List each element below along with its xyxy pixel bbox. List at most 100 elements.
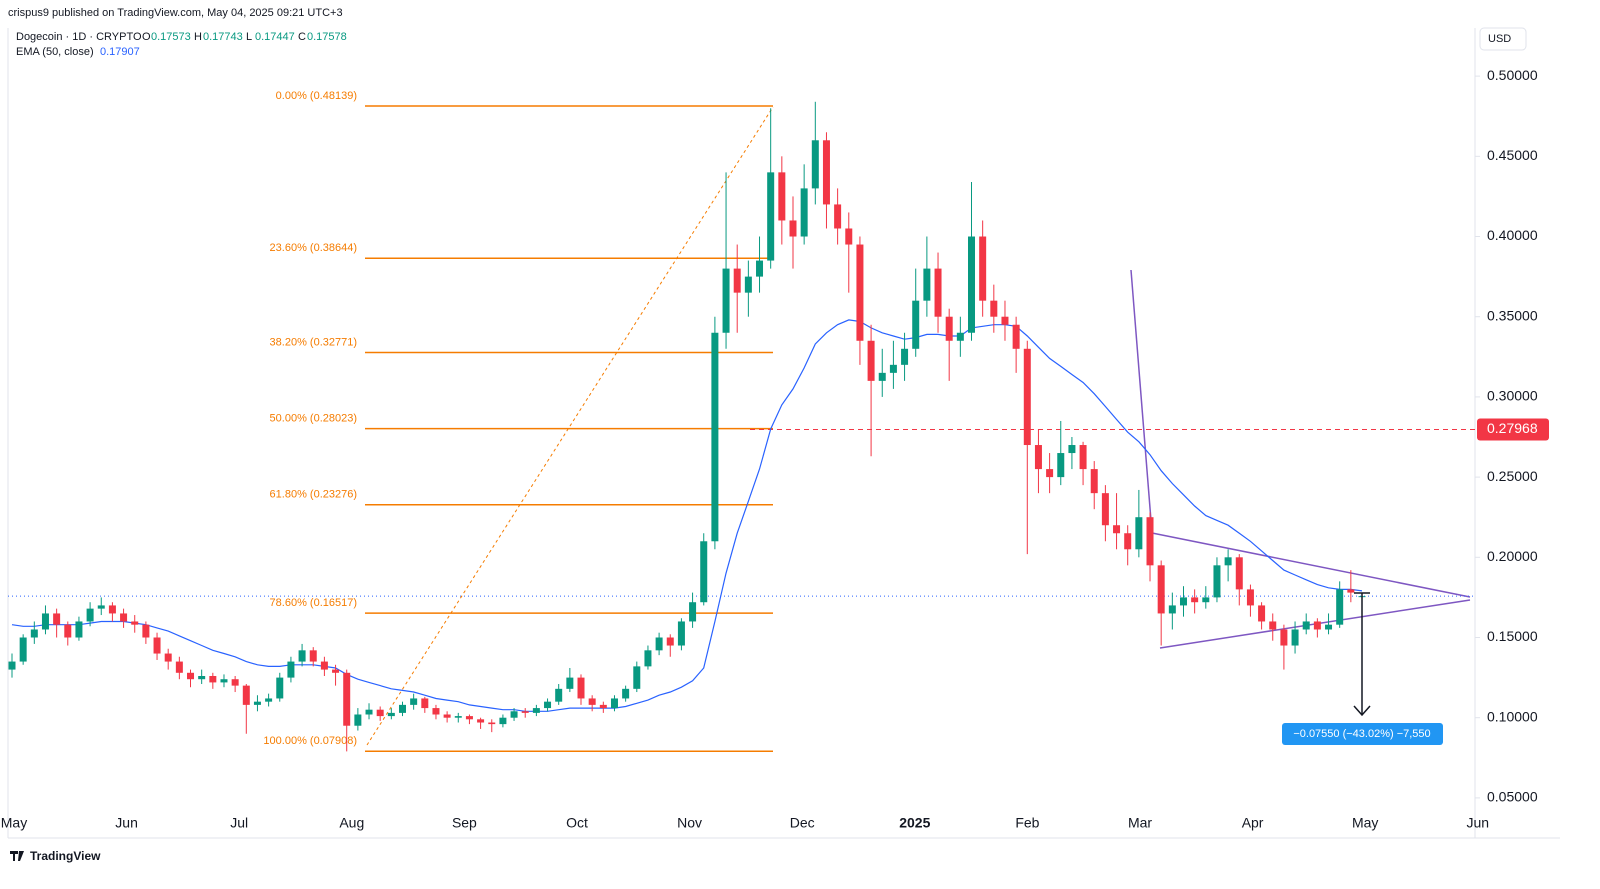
candle-body xyxy=(666,637,674,646)
candle-body xyxy=(1246,589,1254,606)
candle-body xyxy=(153,637,161,654)
trend-line xyxy=(1151,532,1471,598)
candle-body xyxy=(633,666,641,689)
candle-body xyxy=(30,629,38,638)
candle-body xyxy=(867,340,875,381)
candle-body xyxy=(8,661,16,670)
candle-body xyxy=(1023,348,1031,446)
measure-box xyxy=(1282,723,1443,745)
y-tick-label: 0.45000 xyxy=(1487,147,1538,163)
candle-body xyxy=(1168,605,1176,614)
x-tick-label: Aug xyxy=(339,815,364,831)
x-tick-label: Jun xyxy=(115,815,138,831)
candle-body xyxy=(499,717,507,725)
y-tick-label: 0.20000 xyxy=(1487,548,1538,564)
y-tick-label: 0.35000 xyxy=(1487,307,1538,323)
candle-body xyxy=(767,172,775,261)
x-tick-label: Jul xyxy=(230,815,248,831)
candle-body xyxy=(1101,493,1109,526)
candle-body xyxy=(231,679,239,686)
candle-body xyxy=(744,276,752,293)
candle-body xyxy=(510,711,518,718)
candle-body xyxy=(97,605,105,609)
measure-label: −0.07550 (−43.02%) −7,550 xyxy=(1293,728,1430,740)
candle-body xyxy=(566,677,574,689)
candle-body xyxy=(41,613,49,630)
candle-body xyxy=(1157,565,1165,614)
candle-body xyxy=(410,698,418,705)
candle-body xyxy=(521,711,529,713)
candle-body xyxy=(387,712,395,717)
ohlc-value: 0.17743 xyxy=(203,31,243,43)
brand-logo xyxy=(10,851,24,861)
candle-body xyxy=(1179,597,1187,606)
candle-body xyxy=(398,704,406,713)
candle-body xyxy=(956,332,964,341)
candle-body xyxy=(187,672,195,680)
currency-box[interactable] xyxy=(1479,27,1527,51)
fib-label: 100.00% (0.07908) xyxy=(263,735,357,747)
candle-body xyxy=(1135,517,1143,550)
candle-body xyxy=(1280,629,1288,646)
ohlc-key: L xyxy=(246,31,252,43)
x-tick-label: Nov xyxy=(677,815,702,831)
candle-body xyxy=(1325,624,1333,630)
candle-body xyxy=(376,709,384,717)
candle-body xyxy=(1191,597,1199,603)
candle-body xyxy=(979,236,987,301)
candle-body xyxy=(1302,621,1310,630)
candle-body xyxy=(276,677,284,699)
candle-body xyxy=(599,704,607,709)
ema-value: 0.17907 xyxy=(100,46,140,58)
candle-body xyxy=(343,672,351,726)
y-tick-label: 0.40000 xyxy=(1487,227,1538,243)
candle-body xyxy=(1291,629,1299,646)
fib-label: 78.60% (0.16517) xyxy=(270,597,357,609)
currency: USD xyxy=(1488,33,1511,45)
candle-body xyxy=(912,300,920,349)
fib-label: 61.80% (0.23276) xyxy=(270,489,357,501)
candle-body xyxy=(131,621,139,625)
candle-body xyxy=(689,602,697,622)
fib-label: 0.00% (0.48139) xyxy=(276,90,357,102)
candle-body xyxy=(164,653,172,662)
ema-line xyxy=(11,319,1363,712)
candle-body xyxy=(1113,525,1121,534)
candle-body xyxy=(733,268,741,293)
candle-body xyxy=(1347,589,1355,593)
candle-body xyxy=(365,709,373,715)
plot: 0.00% (0.48139) 23.60% (0.38644) 38.20% (0… xyxy=(8,90,1549,753)
brand: TradingView xyxy=(30,849,101,863)
candle-body xyxy=(588,698,596,705)
candle-body xyxy=(253,701,261,705)
y-tick-label: 0.50000 xyxy=(1487,67,1538,83)
fib-label: 23.60% (0.38644) xyxy=(270,242,357,254)
candle-body xyxy=(1068,445,1076,454)
ohlc-value: 0.17573 xyxy=(151,31,191,43)
candle-body xyxy=(19,637,27,662)
ohlc-value: 0.17447 xyxy=(255,31,295,43)
y-tick-label: 0.05000 xyxy=(1487,789,1538,805)
candle-body xyxy=(901,348,909,365)
candle-body xyxy=(209,676,217,683)
x-tick-label: May xyxy=(1352,815,1378,831)
candle-body xyxy=(834,204,842,229)
candle-body xyxy=(968,236,976,333)
x-tick-label: Oct xyxy=(566,815,588,831)
candle-body xyxy=(1258,605,1266,622)
fib-label: 38.20% (0.32771) xyxy=(270,336,357,348)
candle-body xyxy=(655,637,663,651)
candle-body xyxy=(198,676,206,680)
candle-body xyxy=(432,708,440,715)
candle-body xyxy=(64,624,72,638)
fib-trend xyxy=(366,106,774,746)
y-tick-label: 0.30000 xyxy=(1487,388,1538,404)
candle-body xyxy=(1269,621,1277,630)
candle-body xyxy=(488,722,496,725)
candle-body xyxy=(722,268,730,333)
candle-body xyxy=(532,708,540,713)
candle-body xyxy=(298,650,306,662)
candle-body xyxy=(142,624,150,638)
candle-body xyxy=(265,698,273,702)
